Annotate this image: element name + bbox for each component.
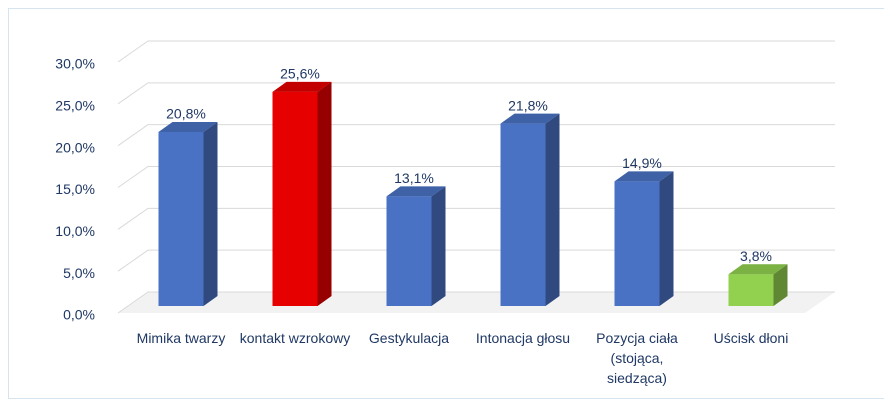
data-label: 20,8% [166, 106, 206, 122]
data-label: 13,1% [394, 170, 434, 186]
x-tick-label: Mimika twarzy [136, 330, 226, 346]
bar-front [158, 131, 204, 306]
data-label: 3,8% [740, 248, 772, 264]
grid-line [117, 124, 835, 147]
grid-line [117, 82, 835, 105]
bar-top [158, 121, 218, 132]
y-tick-label: 5,0% [63, 265, 95, 281]
bar-front [728, 274, 774, 306]
grid-line [117, 166, 835, 188]
data-label: 25,6% [280, 66, 320, 82]
y-tick-label: 10,0% [55, 223, 95, 239]
x-tick-label: kontakt wzrokowy [239, 330, 351, 346]
bar-front [500, 123, 546, 307]
grid-line [117, 40, 835, 63]
grid-line [117, 291, 835, 314]
bar-top [614, 171, 674, 182]
bar-side [545, 113, 560, 307]
bar-top-shade [614, 171, 674, 182]
y-tick-label: 30,0% [55, 56, 95, 72]
bar-top [728, 264, 788, 275]
y-tick-label: 0,0% [63, 307, 95, 323]
bar-side-shade [659, 171, 674, 306]
bar-front [272, 91, 318, 307]
bar-side [773, 264, 788, 306]
bar-top-shade [386, 186, 446, 197]
x-tick-label: Gestykulacja [368, 330, 450, 346]
bar-top-shade [158, 121, 218, 132]
y-tick-label: 15,0% [55, 181, 95, 197]
floor [118, 292, 835, 313]
x-tick-label: Pozycja ciała (stojąca, siedząca) [596, 330, 678, 386]
bar-top [272, 81, 332, 92]
data-label: 21,8% [508, 97, 548, 113]
bar-side-shade [773, 264, 788, 306]
bar-side [317, 81, 332, 307]
bar-side-shade [545, 113, 560, 307]
chart-frame [8, 8, 884, 399]
x-tick-label: Uścisk dłoni [713, 330, 789, 346]
bar-side [203, 121, 218, 307]
bar-top [500, 113, 560, 124]
bar-side-shade [203, 121, 218, 307]
grid-line [117, 249, 835, 272]
y-tick-label: 20,0% [55, 139, 95, 155]
y-tick-label: 25,0% [55, 98, 95, 114]
bar-top-shade [728, 264, 788, 275]
bar-top [386, 186, 446, 197]
bar-side [659, 171, 674, 306]
x-tick-label: Intonacja głosu [475, 330, 571, 346]
grid-line [117, 207, 835, 230]
bar-side-shade [431, 186, 446, 306]
bar-side-shade [317, 81, 332, 307]
bar-front [386, 196, 432, 306]
bar-top-shade [272, 81, 332, 92]
bar-top-shade [500, 113, 560, 124]
bar-side [431, 186, 446, 306]
bar-front [614, 181, 660, 306]
data-label: 14,9% [622, 155, 662, 171]
